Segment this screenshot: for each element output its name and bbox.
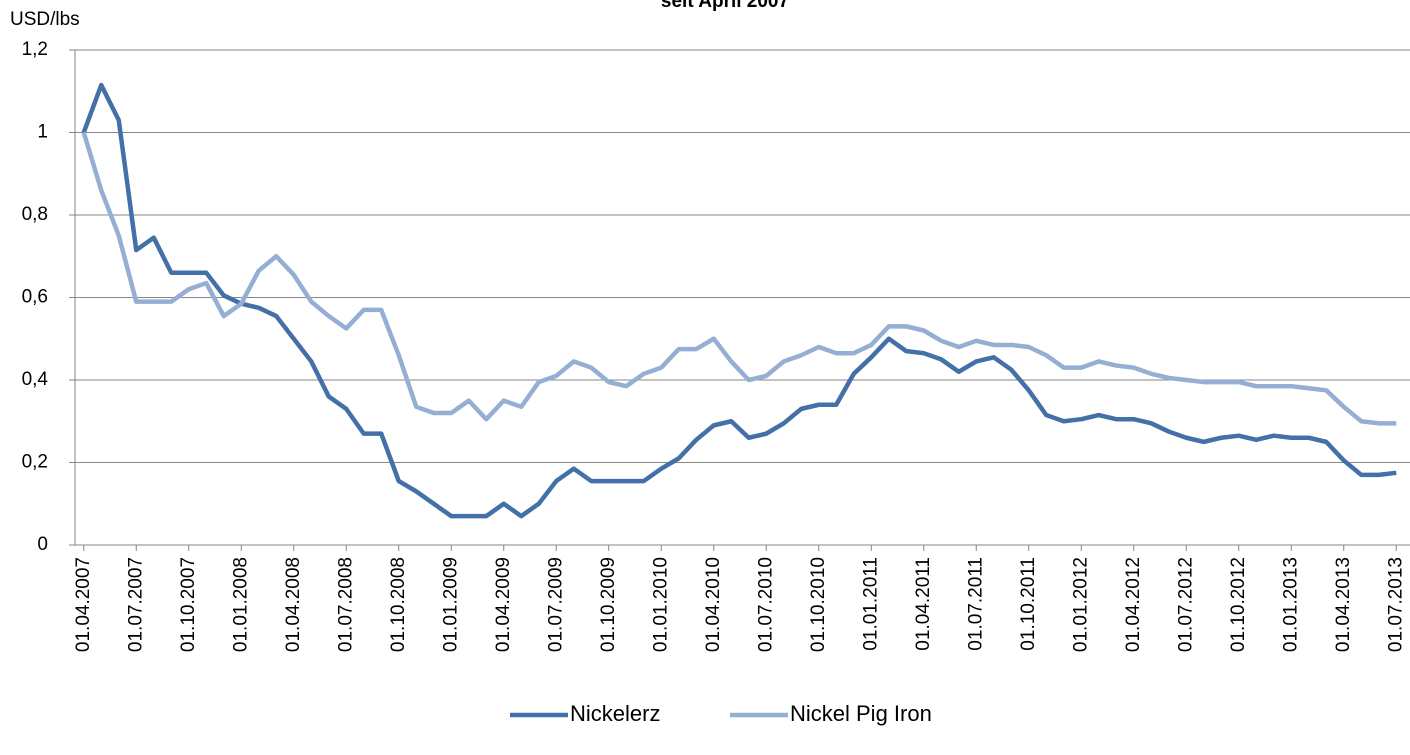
x-tick-label: 01.07.2011: [965, 557, 986, 651]
x-tick-label: 01.01.2012: [1070, 557, 1091, 652]
y-axis-label: USD/lbs: [10, 9, 80, 30]
x-tick-label: 01.04.2011: [913, 557, 934, 651]
chart-title: seit April 2007: [661, 0, 789, 12]
x-tick-label: 01.01.2009: [440, 557, 461, 652]
legend-label: Nickel Pig Iron: [790, 701, 932, 726]
x-tick-label: 01.04.2008: [283, 557, 304, 652]
x-tick-label: 01.10.2012: [1228, 557, 1249, 652]
y-tick-label: 0,2: [22, 452, 48, 473]
x-tick-label: 01.07.2007: [125, 557, 146, 652]
x-tick-label: 01.01.2008: [230, 557, 251, 652]
x-tick-label: 01.01.2010: [650, 557, 671, 652]
x-tick-label: 01.10.2010: [808, 557, 829, 652]
x-tick-label: 01.04.2009: [493, 557, 514, 652]
x-tick-label: 01.10.2008: [388, 557, 409, 652]
x-tick-label: 01.04.2010: [703, 557, 724, 652]
x-tick-label: 01.07.2012: [1175, 557, 1196, 652]
y-tick-label: 1,2: [22, 39, 48, 60]
y-tick-label: 1: [37, 122, 48, 143]
x-tick-label: 01.10.2011: [1018, 557, 1039, 651]
x-tick-label: 01.07.2008: [335, 557, 356, 652]
x-tick-label: 01.10.2007: [178, 557, 199, 652]
x-tick-label: 01.01.2011: [860, 557, 881, 651]
series-line: [81, 82, 1397, 519]
x-tick-label: 01.10.2009: [598, 557, 619, 652]
x-tick-label: 01.04.2012: [1123, 557, 1144, 652]
x-tick-label: 01.04.2013: [1333, 557, 1354, 652]
x-tick-label: 01.07.2013: [1385, 557, 1406, 652]
x-tick-label: 01.04.2007: [73, 557, 94, 652]
legend-label: Nickelerz: [570, 701, 660, 726]
y-tick-label: 0,6: [22, 287, 48, 308]
y-tick-label: 0: [37, 534, 48, 555]
y-tick-label: 0,4: [22, 369, 49, 390]
y-tick-label: 0,8: [22, 204, 48, 225]
x-tick-label: 01.01.2013: [1280, 557, 1301, 652]
x-tick-label: 01.07.2009: [545, 557, 566, 652]
series-line: [81, 131, 1397, 426]
x-tick-label: 01.07.2010: [755, 557, 776, 652]
